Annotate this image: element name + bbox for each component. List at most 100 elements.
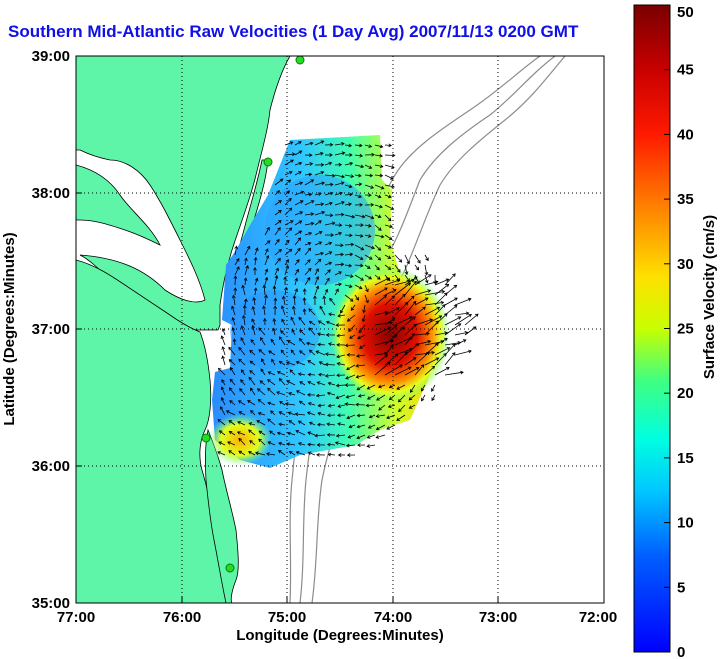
velocity-arrow (384, 194, 392, 198)
velocity-arrowhead (272, 318, 277, 322)
velocity-arrow (228, 450, 236, 456)
velocity-arrow (258, 438, 266, 446)
velocity-arrowhead (290, 220, 294, 224)
velocity-arrowhead (356, 354, 360, 358)
velocity-arrowhead (359, 345, 363, 349)
velocity-arrowhead (285, 264, 290, 269)
velocity-arrowhead (369, 256, 373, 260)
velocity-arrow (364, 294, 369, 303)
velocity-arrow (404, 324, 417, 336)
velocity-arrowhead (228, 359, 233, 363)
velocity-arrowhead (357, 335, 361, 340)
velocity-arrowhead (355, 402, 359, 407)
velocity-arrow (356, 434, 366, 439)
velocity-arrowhead (396, 417, 400, 421)
velocity-arrowhead (258, 430, 263, 435)
velocity-arrowhead (389, 176, 394, 180)
velocity-arrow (364, 274, 372, 280)
velocity-arrow (284, 240, 290, 246)
velocity-arrow (284, 265, 289, 276)
velocity-arrowhead (288, 207, 293, 212)
velocity-arrowhead (406, 260, 410, 265)
velocity-arrow (284, 227, 292, 236)
velocity-arrow (364, 144, 372, 148)
velocity-arrow (329, 298, 336, 306)
velocity-arrow (337, 334, 346, 337)
velocity-arrow (384, 279, 400, 286)
velocity-arrow (284, 141, 293, 146)
velocity-arrow (338, 404, 346, 407)
velocity-arrowhead (444, 292, 448, 296)
velocity-arrow (248, 429, 256, 436)
velocity-arrow (317, 343, 326, 346)
velocity-arrow (346, 364, 356, 370)
velocity-arrow (314, 152, 324, 156)
velocity-arrowhead (290, 316, 294, 321)
velocity-arrowhead (307, 402, 312, 406)
velocity-arrowhead (426, 351, 430, 356)
velocity-arrowhead (258, 438, 262, 443)
velocity-arrowhead (348, 284, 353, 289)
velocity-arrow (374, 224, 382, 231)
velocity-arrowhead (253, 287, 258, 291)
velocity-arrowhead (316, 452, 320, 457)
velocity-arrowhead (317, 403, 322, 408)
velocity-arrowhead (457, 323, 462, 327)
velocity-arrowhead (377, 247, 382, 251)
velocity-arrowhead (358, 173, 362, 178)
velocity-arrow (238, 438, 246, 446)
velocity-arrow (454, 312, 469, 316)
velocity-arrowhead (387, 255, 392, 259)
velocity-arrowhead (446, 366, 450, 371)
velocity-arrowhead (451, 352, 456, 356)
velocity-arrowhead (329, 153, 333, 157)
velocity-arrow (384, 364, 403, 376)
velocity-arrowhead (397, 398, 402, 403)
velocity-arrow (324, 174, 335, 177)
velocity-arrow (306, 342, 316, 346)
velocity-arrow (336, 434, 346, 437)
velocity-arrowhead (376, 397, 380, 401)
velocity-arrowhead (357, 394, 362, 398)
velocity-arrow (234, 258, 240, 266)
velocity-arrowhead (302, 297, 307, 301)
velocity-arrow (325, 353, 336, 356)
velocity-arrow (424, 254, 429, 261)
velocity-arrow (354, 234, 363, 237)
velocity-arrowhead (402, 293, 406, 298)
velocity-arrowhead (229, 400, 233, 404)
velocity-arrow (273, 318, 276, 326)
velocity-arrow (279, 336, 286, 346)
velocity-arrowhead (308, 172, 313, 177)
velocity-arrowhead (365, 299, 369, 304)
velocity-arrowhead (281, 295, 286, 300)
velocity-arrow (346, 444, 356, 447)
velocity-arrow (389, 394, 396, 400)
velocity-arrowhead (380, 185, 385, 190)
velocity-arrow (277, 371, 286, 376)
velocity-arrowhead (250, 409, 254, 414)
velocity-arrowhead (431, 388, 435, 392)
velocity-arrow (384, 154, 395, 156)
velocity-arrow (314, 252, 324, 256)
velocity-arrowhead (324, 288, 329, 293)
velocity-arrow (384, 289, 397, 296)
velocity-arrow (238, 400, 246, 406)
velocity-arrow (288, 412, 296, 416)
velocity-arrowhead (329, 201, 333, 206)
y-axis-label: Latitude (Degrees:Minutes) (1, 232, 18, 425)
velocity-arrowhead (344, 402, 349, 407)
velocity-arrow (308, 327, 316, 336)
velocity-arrow (239, 388, 246, 396)
velocity-arrow (237, 431, 246, 436)
velocity-arrowhead (446, 347, 451, 351)
velocity-arrowhead (281, 318, 285, 323)
velocity-arrow (344, 234, 353, 236)
velocity-arrow (270, 339, 276, 346)
velocity-arrow (337, 423, 346, 426)
velocity-arrowhead (285, 361, 290, 365)
velocity-arrow (317, 333, 326, 336)
velocity-arrow (255, 452, 266, 456)
velocity-arrow (304, 142, 313, 146)
velocity-arrow (324, 162, 332, 166)
